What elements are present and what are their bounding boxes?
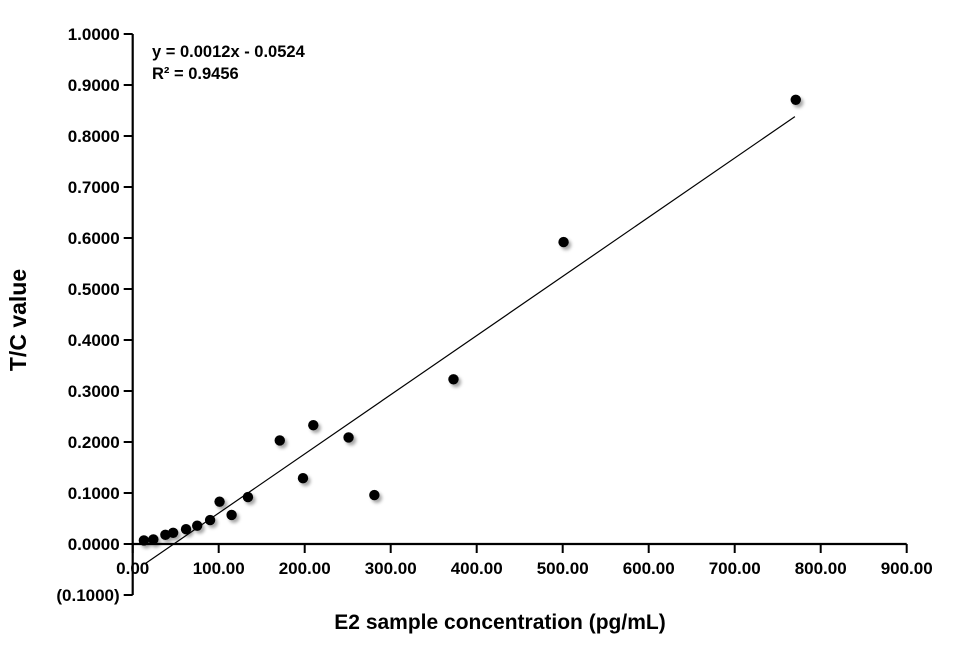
- data-point: [226, 509, 237, 521]
- data-point: [274, 435, 285, 446]
- data-point: [138, 535, 150, 546]
- x-tick-label: 600.00: [623, 559, 675, 578]
- data-point: [369, 489, 380, 501]
- trendline-layer: [145, 116, 796, 564]
- y-tick-label: 0.1000: [68, 484, 120, 503]
- data-point: [790, 94, 801, 105]
- x-tick-label: 300.00: [365, 559, 417, 578]
- y-tick-label: 0.0000: [68, 535, 120, 554]
- x-tick-label: 400.00: [451, 559, 503, 578]
- data-point: [180, 524, 192, 535]
- x-tick-label: 700.00: [709, 559, 761, 578]
- y-tick-label: 0.9000: [68, 76, 120, 95]
- y-axis-title: T/C value: [5, 269, 31, 371]
- x-axis-title: E2 sample concentration (pg/mL): [334, 611, 665, 634]
- y-tick-label: (0.1000): [56, 586, 119, 605]
- trendline-equation-label: y = 0.0012x - 0.0524: [152, 43, 306, 61]
- y-tick-label: 0.3000: [68, 382, 120, 401]
- x-tick-label: 800.00: [795, 559, 847, 578]
- y-tick-label: 0.4000: [68, 331, 120, 350]
- x-tick-label: 900.00: [881, 559, 933, 578]
- data-point: [343, 432, 354, 443]
- x-tick-label: 100.00: [193, 559, 245, 578]
- y-tick-label: 0.2000: [68, 433, 120, 452]
- data-point: [148, 534, 159, 545]
- data-point: [167, 527, 179, 538]
- y-tick-label: 0.7000: [68, 178, 120, 197]
- trendline: [145, 116, 796, 564]
- data-point: [308, 419, 319, 431]
- data-point: [214, 496, 225, 507]
- x-tick-label: 0.00: [116, 559, 149, 578]
- data-point: [204, 514, 216, 526]
- data-point: [297, 473, 309, 484]
- data-point: [242, 491, 254, 503]
- x-tick-label: 500.00: [537, 559, 589, 578]
- r-squared-label: R² = 0.9456: [152, 65, 239, 83]
- x-tick-label: 200.00: [279, 559, 331, 578]
- y-tick-label: 0.5000: [68, 280, 120, 299]
- y-tick-label: 1.0000: [68, 25, 120, 44]
- y-tick-label: 0.8000: [68, 127, 120, 146]
- data-point: [448, 374, 459, 385]
- data-point: [558, 236, 569, 248]
- data-points-layer: [138, 94, 801, 546]
- y-tick-label: 0.6000: [68, 229, 120, 248]
- axes: 1.0000 0.9000 0.8000 0.7000 0.6000 0.5000 0.40…: [56, 25, 932, 605]
- data-point: [192, 520, 203, 531]
